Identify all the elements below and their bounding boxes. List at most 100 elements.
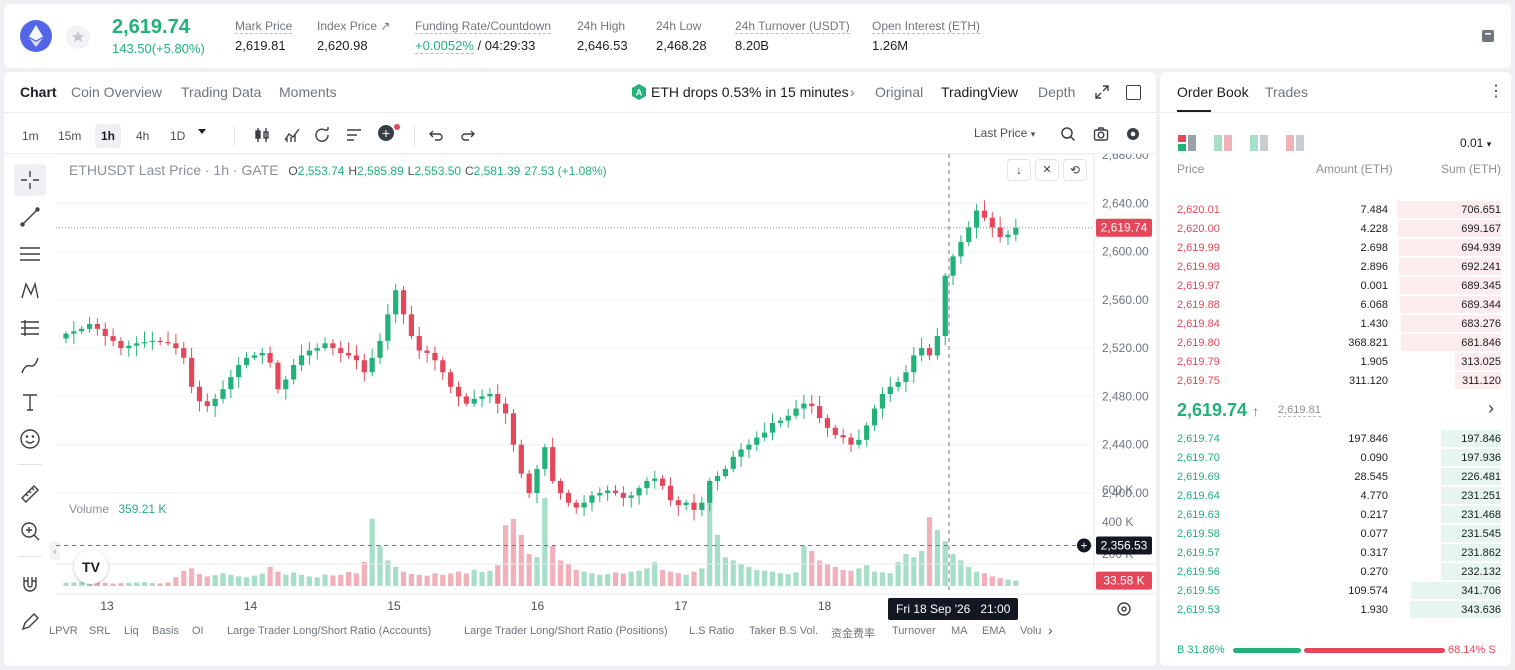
bid-row[interactable]: 2,619.53 1.930 343.636: [1160, 600, 1511, 619]
bid-row[interactable]: 2,619.64 4.770 231.251: [1160, 486, 1511, 505]
timeframe-1m[interactable]: 1m: [22, 129, 39, 143]
indicator-ma[interactable]: MA: [951, 625, 968, 637]
window-icon[interactable]: [1126, 85, 1141, 100]
indicator-lpvr[interactable]: LPVR: [49, 625, 78, 637]
ask-row[interactable]: 2,619.84 1.430 683.276: [1160, 314, 1511, 333]
text-tool-icon[interactable]: [14, 386, 46, 418]
indicator-funding-rate[interactable]: 资金费率: [831, 628, 875, 640]
more-vertical-icon[interactable]: ⋮: [1488, 83, 1504, 100]
indicator-basis[interactable]: Basis: [152, 625, 179, 637]
indicator-oi[interactable]: OI: [192, 625, 204, 637]
bid-row[interactable]: 2,619.70 0.090 197.936: [1160, 448, 1511, 467]
bid-row[interactable]: 2,619.55 109.574 341.706: [1160, 581, 1511, 600]
chart-settings-icon[interactable]: [1116, 601, 1132, 622]
timeframe-1h[interactable]: 1h: [95, 124, 122, 148]
emoji-tool-icon[interactable]: [14, 423, 46, 455]
indicator-ls-positions[interactable]: Large Trader Long/Short Ratio (Positions…: [464, 625, 668, 637]
timeframe-1d[interactable]: 1D: [170, 129, 186, 143]
tab-coin-overview[interactable]: Coin Overview: [71, 84, 163, 100]
pattern-tool-icon[interactable]: [14, 275, 46, 307]
indicators-icon[interactable]: [283, 126, 301, 149]
ask-row[interactable]: 2,620.01 7.484 706.651: [1160, 200, 1511, 219]
fib-tool-icon[interactable]: [14, 312, 46, 344]
tab-depth[interactable]: Depth: [1038, 84, 1076, 100]
indicator-volume[interactable]: Volu: [1020, 625, 1042, 637]
bid-row[interactable]: 2,619.74 197.846 197.846: [1160, 429, 1511, 448]
bid-row[interactable]: 2,619.57 0.317 231.862: [1160, 543, 1511, 562]
search-icon[interactable]: [1060, 126, 1076, 147]
indicator-srl[interactable]: SRL: [89, 625, 111, 637]
tab-moments[interactable]: Moments: [279, 84, 337, 100]
layout-bids-icon[interactable]: [1250, 135, 1268, 156]
ask-row[interactable]: 2,619.98 2.896 692.241: [1160, 257, 1511, 276]
arrow-down-button[interactable]: ↓: [1007, 159, 1031, 181]
volume-bar: [824, 563, 831, 586]
ask-row[interactable]: 2,620.00 4.228 699.167: [1160, 219, 1511, 238]
indicator-liq[interactable]: Liq: [124, 625, 139, 637]
collapse-chart-button[interactable]: ✕: [1035, 159, 1059, 181]
timeframe-4h[interactable]: 4h: [136, 129, 150, 143]
sell-ratio-label: 68.14% S: [1448, 644, 1496, 656]
ask-row[interactable]: 2,619.88 6.068 689.344: [1160, 295, 1511, 314]
ask-row[interactable]: 2,619.80 368.821 681.846: [1160, 333, 1511, 352]
volume-bar: [126, 582, 132, 586]
book-icon[interactable]: [1478, 26, 1498, 46]
loop-button[interactable]: ⟲: [1063, 159, 1087, 181]
candle-body: [801, 403, 807, 409]
candle-type-icon[interactable]: [253, 126, 271, 149]
tab-trades[interactable]: Trades: [1265, 84, 1309, 100]
precision-select[interactable]: 0.01 ▾: [1460, 136, 1491, 150]
layout-both-alt-icon[interactable]: [1214, 135, 1232, 156]
zoom-tool-icon[interactable]: [14, 515, 46, 547]
tab-chart[interactable]: Chart: [20, 84, 57, 100]
expand-icon[interactable]: [1094, 84, 1110, 100]
index-price-label[interactable]: Index Price ↗: [317, 19, 391, 33]
caret-down-icon: ▾: [1486, 139, 1492, 149]
camera-icon[interactable]: [1093, 126, 1109, 147]
ask-price: 2,619.97: [1177, 280, 1220, 292]
tab-order-book[interactable]: Order Book: [1177, 84, 1249, 100]
alert-text[interactable]: ETH drops 0.53% in 15 minutes: [651, 84, 849, 100]
chevron-down-icon[interactable]: [198, 129, 206, 134]
volume-label: Volume: [69, 502, 110, 516]
tab-trading-data[interactable]: Trading Data: [181, 84, 262, 100]
indicator-taker-vol[interactable]: Taker B.S Vol.: [749, 625, 819, 637]
gear-icon[interactable]: [1125, 126, 1141, 147]
layout-asks-icon[interactable]: [1286, 135, 1304, 156]
bid-row[interactable]: 2,619.56 0.270 232.132: [1160, 562, 1511, 581]
ask-row[interactable]: 2,619.97 0.001 689.345: [1160, 276, 1511, 295]
ask-row[interactable]: 2,619.79 1.905 313.025: [1160, 352, 1511, 371]
add-indicator-icon[interactable]: +: [378, 125, 394, 141]
refresh-icon[interactable]: [313, 126, 331, 149]
chevron-right-icon[interactable]: ›: [850, 84, 855, 100]
price-chart[interactable]: 2,680.00 2,640.00 2,600.00 2,560.00 2,520.00…: [56, 154, 1156, 616]
collapse-icon[interactable]: ‹: [50, 542, 60, 560]
indicator-turnover[interactable]: Turnover: [892, 625, 936, 637]
ruler-tool-icon[interactable]: [14, 478, 46, 510]
ask-row[interactable]: 2,619.99 2.698 694.939: [1160, 238, 1511, 257]
pencil-lock-tool-icon[interactable]: [14, 606, 46, 638]
indicator-ema[interactable]: EMA: [982, 625, 1006, 637]
crosshair-tool-icon[interactable]: [14, 164, 46, 196]
tab-original[interactable]: Original: [875, 84, 924, 100]
timeframe-15m[interactable]: 15m: [58, 129, 82, 143]
ask-row[interactable]: 2,619.75 311.120 311.120: [1160, 371, 1511, 390]
trend-line-tool-icon[interactable]: [14, 201, 46, 233]
chevron-right-icon[interactable]: ›: [1488, 398, 1494, 418]
brush-tool-icon[interactable]: [14, 349, 46, 381]
bid-row[interactable]: 2,619.69 28.545 226.481: [1160, 467, 1511, 486]
layout-both-icon[interactable]: [1178, 135, 1196, 156]
favorite-star-icon[interactable]: [66, 25, 90, 49]
indicator-ls-ratio[interactable]: L.S Ratio: [689, 625, 735, 637]
magnet-tool-icon[interactable]: [14, 568, 46, 600]
undo-icon[interactable]: [427, 126, 445, 149]
chevron-right-icon[interactable]: ›: [1048, 622, 1053, 638]
redo-icon[interactable]: [459, 126, 477, 149]
price-type-select[interactable]: Last Price ▾: [974, 126, 1035, 140]
indicator-ls-accounts[interactable]: Large Trader Long/Short Ratio (Accounts): [227, 625, 432, 637]
horizontal-lines-tool-icon[interactable]: [14, 238, 46, 270]
tab-tradingview[interactable]: TradingView: [941, 84, 1019, 100]
bid-row[interactable]: 2,619.63 0.217 231.468: [1160, 505, 1511, 524]
list-icon[interactable]: [345, 126, 363, 149]
bid-row[interactable]: 2,619.58 0.077 231.545: [1160, 524, 1511, 543]
